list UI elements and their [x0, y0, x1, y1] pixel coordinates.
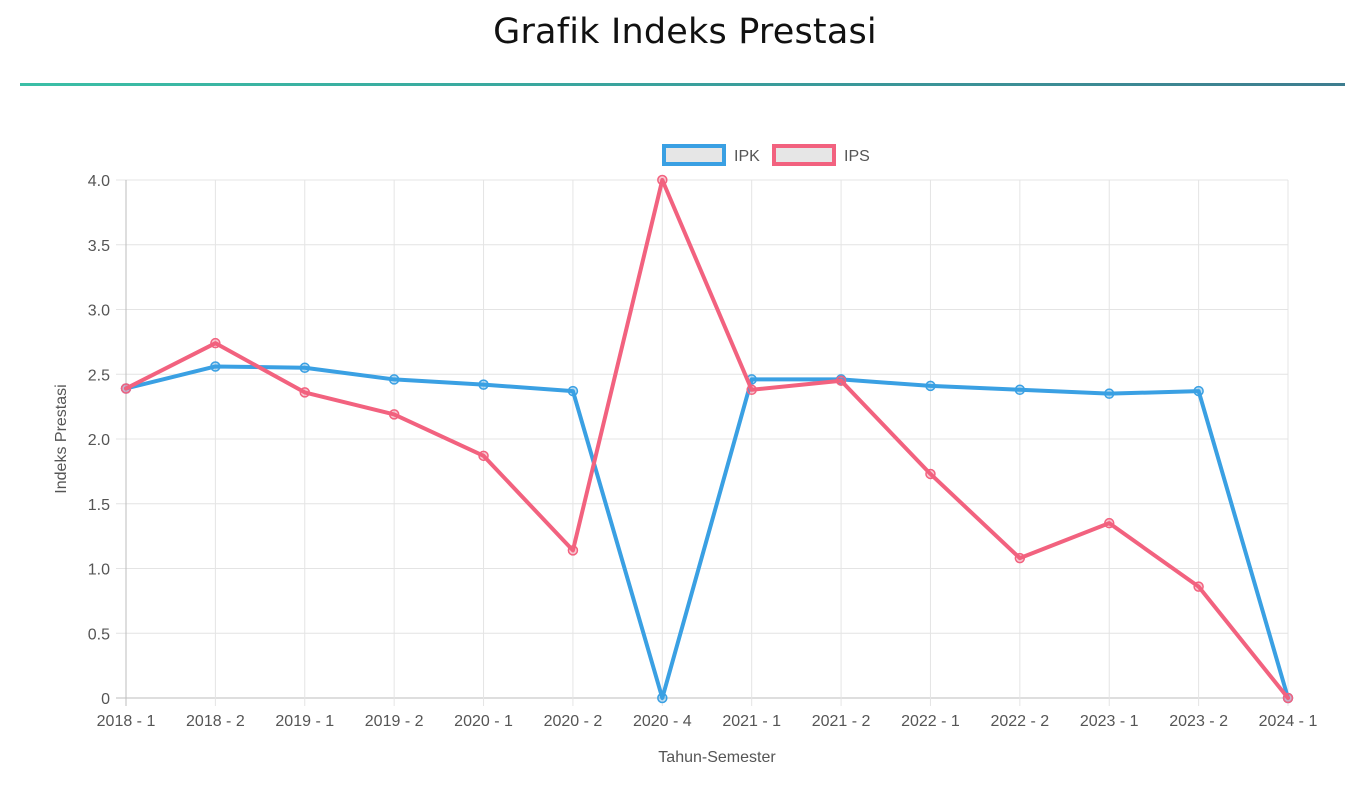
- data-point[interactable]: [120, 383, 132, 394]
- data-point[interactable]: [925, 468, 936, 480]
- legend-item-ips[interactable]: IPS: [772, 144, 870, 166]
- x-tick-label: 2020 - 2: [544, 713, 603, 730]
- y-tick-label: 0.5: [88, 626, 110, 643]
- chart-legend[interactable]: IPK IPS: [662, 144, 870, 166]
- y-tick-label: 1.0: [88, 562, 110, 579]
- y-tick-label: 0: [101, 691, 110, 708]
- y-tick-label: 2.0: [88, 432, 110, 449]
- data-point[interactable]: [1014, 552, 1026, 564]
- data-point[interactable]: [1103, 517, 1115, 529]
- y-tick-label: 4.0: [88, 173, 110, 190]
- x-tick-label: 2021 - 2: [812, 713, 871, 730]
- data-point[interactable]: [567, 545, 579, 556]
- data-point[interactable]: [925, 380, 936, 392]
- data-point[interactable]: [657, 174, 668, 186]
- y-tick-label: 3.5: [88, 238, 110, 255]
- data-point[interactable]: [746, 384, 757, 396]
- data-point[interactable]: [567, 385, 579, 397]
- data-point[interactable]: [210, 361, 221, 372]
- data-point[interactable]: [478, 450, 489, 462]
- legend-item-ipk[interactable]: IPK: [662, 144, 760, 166]
- chart-grid: [116, 179, 1289, 706]
- data-point[interactable]: [657, 692, 668, 704]
- data-point[interactable]: [299, 362, 311, 374]
- chart-axes: 0 0.5 1.0 1.5 2.0 2.5 3.0 3.5 4.0 2018 - 1 2018 - …: [88, 173, 1318, 730]
- data-point[interactable]: [478, 379, 489, 390]
- data-point[interactable]: [1014, 384, 1026, 396]
- x-tick-label: 2020 - 4: [633, 713, 692, 730]
- x-tick-label: 2022 - 1: [901, 713, 960, 730]
- page-title: Grafik Indeks Prestasi: [493, 12, 877, 52]
- title-divider: [20, 83, 1345, 86]
- y-axis-title: Indeks Prestasi: [53, 384, 70, 493]
- data-point[interactable]: [835, 375, 847, 386]
- data-point[interactable]: [1193, 385, 1204, 397]
- y-tick-label: 3.0: [88, 303, 110, 320]
- data-point[interactable]: [388, 409, 400, 420]
- x-tick-label: 2020 - 1: [454, 713, 513, 730]
- x-tick-label: 2023 - 2: [1169, 713, 1228, 730]
- data-point[interactable]: [1282, 692, 1294, 704]
- data-point[interactable]: [1193, 581, 1204, 592]
- series-line-ips: [124, 178, 1290, 700]
- data-point[interactable]: [299, 387, 311, 398]
- chart-series: [120, 174, 1294, 704]
- legend-swatch: [772, 144, 836, 166]
- series-line-ipk: [124, 364, 1290, 700]
- x-tick-label: 2022 - 2: [990, 713, 1049, 730]
- legend-label: IPK: [734, 148, 760, 165]
- series-ipk: [120, 361, 1294, 704]
- x-tick-label: 2024 - 1: [1259, 713, 1318, 730]
- x-tick-label: 2018 - 2: [186, 713, 245, 730]
- x-tick-label: 2018 - 1: [97, 713, 156, 730]
- series-ips: [120, 174, 1294, 704]
- x-tick-label: 2023 - 1: [1080, 713, 1139, 730]
- data-point[interactable]: [1103, 388, 1115, 399]
- data-point[interactable]: [210, 337, 221, 349]
- data-point[interactable]: [388, 374, 400, 385]
- x-tick-label: 2019 - 2: [365, 713, 424, 730]
- y-tick-label: 1.5: [88, 497, 110, 514]
- y-tick-label: 2.5: [88, 367, 110, 384]
- x-tick-label: 2019 - 1: [275, 713, 334, 730]
- x-tick-label: 2021 - 1: [722, 713, 781, 730]
- x-axis-title: Tahun-Semester: [658, 749, 776, 766]
- legend-swatch: [662, 144, 726, 166]
- legend-label: IPS: [844, 148, 870, 165]
